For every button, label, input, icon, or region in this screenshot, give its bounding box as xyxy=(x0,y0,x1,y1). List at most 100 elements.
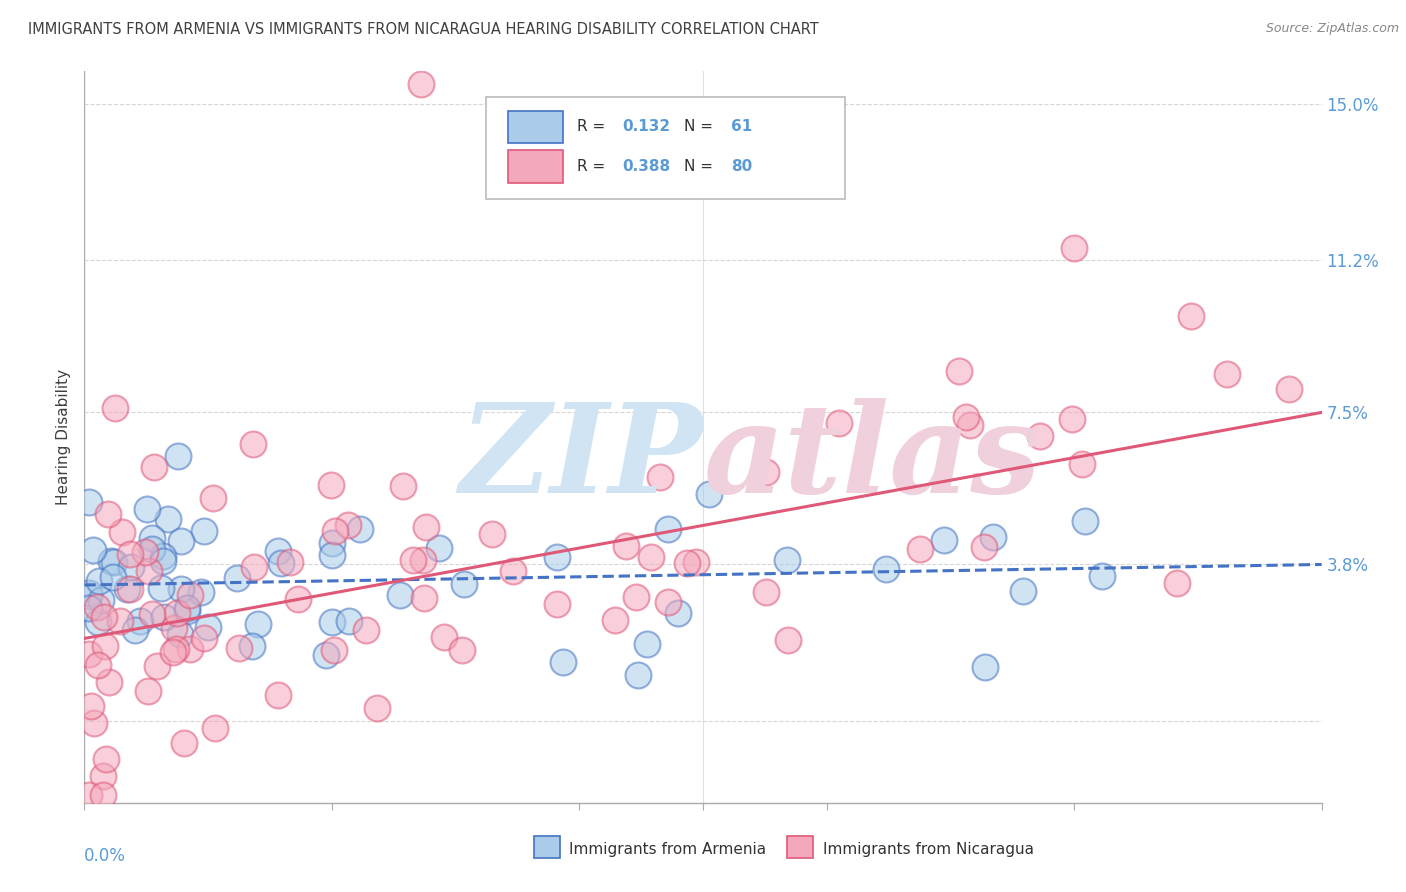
Point xyxy=(657,522,679,536)
Point xyxy=(828,416,851,430)
Point xyxy=(87,657,110,672)
Point xyxy=(128,614,150,628)
Point xyxy=(169,627,191,641)
Point xyxy=(100,554,122,568)
Point xyxy=(354,623,377,637)
Point xyxy=(1062,411,1084,425)
Point xyxy=(974,660,997,674)
Point xyxy=(134,544,156,558)
Point xyxy=(94,752,117,766)
Point xyxy=(89,574,111,589)
Point xyxy=(86,599,108,614)
Point xyxy=(412,591,434,605)
Point xyxy=(321,535,343,549)
Text: ZIP: ZIP xyxy=(460,398,703,520)
Point xyxy=(79,589,101,603)
Point xyxy=(201,491,224,506)
Point xyxy=(676,556,699,570)
Point xyxy=(668,606,690,620)
Point xyxy=(415,520,437,534)
Point xyxy=(433,631,456,645)
Point xyxy=(79,495,101,509)
Point xyxy=(163,621,186,635)
Point xyxy=(983,530,1005,544)
Point xyxy=(366,701,388,715)
Point xyxy=(141,542,163,557)
Point xyxy=(90,593,112,607)
Point xyxy=(118,582,141,597)
Point xyxy=(104,401,127,415)
Point xyxy=(167,449,190,463)
Point xyxy=(79,601,101,615)
Point xyxy=(1070,458,1092,472)
Bar xyxy=(787,836,813,858)
Point xyxy=(546,597,568,611)
Point xyxy=(124,623,146,637)
Bar xyxy=(508,151,564,183)
Text: 80: 80 xyxy=(731,159,752,174)
Point xyxy=(228,641,250,656)
Text: atlas: atlas xyxy=(703,398,1040,520)
Point xyxy=(193,524,215,538)
Point xyxy=(636,637,658,651)
Point xyxy=(1216,367,1239,381)
Bar xyxy=(534,836,560,858)
Point xyxy=(79,586,101,600)
Point xyxy=(648,470,671,484)
Point xyxy=(136,683,159,698)
Point xyxy=(204,721,226,735)
Point xyxy=(605,613,627,627)
Point xyxy=(179,642,201,657)
Point xyxy=(287,591,309,606)
Point xyxy=(149,581,172,595)
Point xyxy=(948,364,970,378)
Text: 0.388: 0.388 xyxy=(623,159,671,174)
Point xyxy=(402,553,425,567)
Text: R =: R = xyxy=(576,120,610,135)
Point xyxy=(278,555,301,569)
Point xyxy=(247,617,270,632)
Text: 0.0%: 0.0% xyxy=(84,847,127,864)
Point xyxy=(624,590,647,604)
Point xyxy=(120,559,142,574)
Point xyxy=(627,668,650,682)
Point xyxy=(82,543,104,558)
Point xyxy=(101,570,124,584)
Point xyxy=(103,555,125,569)
Point xyxy=(170,533,193,548)
Point xyxy=(614,539,637,553)
Point xyxy=(94,639,117,653)
Point xyxy=(135,502,157,516)
Point xyxy=(337,518,360,533)
Point xyxy=(176,604,198,618)
Point xyxy=(243,559,266,574)
Point xyxy=(875,562,897,576)
Point xyxy=(685,555,707,569)
Point xyxy=(197,620,219,634)
Point xyxy=(321,549,343,563)
Y-axis label: Hearing Disability: Hearing Disability xyxy=(56,369,72,505)
Point xyxy=(87,615,110,629)
FancyBboxPatch shape xyxy=(486,97,845,200)
Point xyxy=(145,659,167,673)
Text: IMMIGRANTS FROM ARMENIA VS IMMIGRANTS FROM NICARAGUA HEARING DISABILITY CORRELAT: IMMIGRANTS FROM ARMENIA VS IMMIGRANTS FR… xyxy=(28,22,818,37)
Point xyxy=(152,554,174,568)
Point xyxy=(118,547,141,561)
Point xyxy=(910,541,932,556)
Point xyxy=(1091,569,1114,583)
Point xyxy=(337,614,360,628)
Point xyxy=(141,607,163,621)
Point xyxy=(79,647,101,661)
Point xyxy=(453,577,475,591)
Point xyxy=(955,409,977,424)
Point xyxy=(699,487,721,501)
Point xyxy=(142,459,165,474)
Text: R =: R = xyxy=(576,159,610,174)
Point xyxy=(152,549,174,564)
Point xyxy=(323,524,346,538)
Point xyxy=(429,541,451,556)
Point xyxy=(392,479,415,493)
Point xyxy=(91,769,114,783)
Point xyxy=(1166,575,1188,590)
Text: 61: 61 xyxy=(731,120,752,135)
